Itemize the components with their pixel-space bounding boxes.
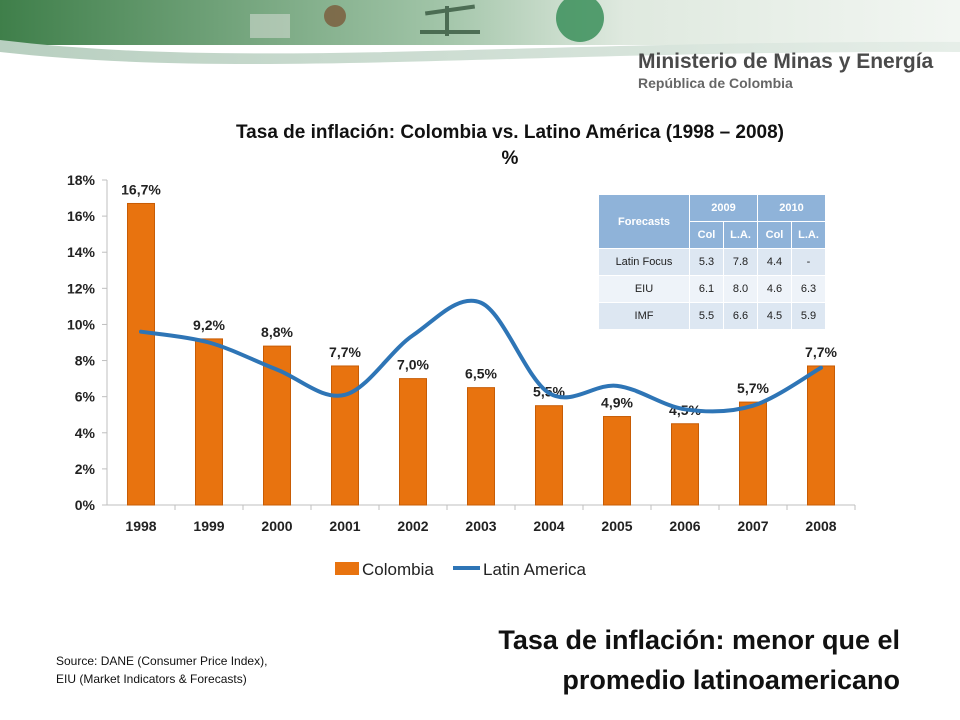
table-cell: 6.1 xyxy=(689,275,724,303)
bar-label-2002: 7,0% xyxy=(397,357,429,373)
bar-label-2007: 5,7% xyxy=(737,380,769,396)
source-note: Source: DANE (Consumer Price Index), EIU… xyxy=(56,652,267,688)
source-line1: Source: DANE (Consumer Price Index), xyxy=(56,654,268,668)
row-label: Latin Focus xyxy=(598,248,690,276)
bar-2006 xyxy=(671,423,699,506)
table-row: EIU 6.1 8.0 4.6 6.3 xyxy=(598,275,826,303)
bar-label-2005: 4,9% xyxy=(601,395,633,411)
table-cell: 8.0 xyxy=(723,275,758,303)
latin-america-line xyxy=(139,298,823,414)
y-tick-label: 8% xyxy=(75,353,96,369)
x-tick-label-2008: 2008 xyxy=(805,518,836,534)
table-cell: 4.5 xyxy=(757,302,792,330)
subheader-la: L.A. xyxy=(723,221,758,249)
table-cell: 6.6 xyxy=(723,302,758,330)
subheader-la: L.A. xyxy=(791,221,826,249)
ministry-name: Ministerio de Minas y Energía xyxy=(638,50,934,73)
globe-icon xyxy=(556,0,604,42)
table-cell: 5.9 xyxy=(791,302,826,330)
country-name: República de Colombia xyxy=(638,75,793,91)
x-tick-label-2005: 2005 xyxy=(601,518,632,534)
x-tick-label-2000: 2000 xyxy=(261,518,292,534)
x-tick-label-1998: 1998 xyxy=(125,518,156,534)
x-tick-label-2003: 2003 xyxy=(465,518,496,534)
x-tick-label-2004: 2004 xyxy=(533,518,564,534)
y-tick-label: 18% xyxy=(67,172,96,188)
bar-2008 xyxy=(807,365,835,506)
table-cell: 7.8 xyxy=(723,248,758,276)
y-tick-label: 0% xyxy=(75,497,96,513)
worker-icon xyxy=(324,5,346,27)
inflation-chart: 0% 2% 4% 6% 8% 10% 12% 14% 16% 18% 1998 1999 2000 20… xyxy=(67,172,856,579)
y-tick-label: 12% xyxy=(67,280,96,296)
bar-2004 xyxy=(535,405,563,506)
chart-title-line1: Tasa de inflación: Colombia vs. Latino A… xyxy=(235,122,785,143)
x-axis: 1998 1999 2000 2001 2002 2003 2004 2005 2006 2007… xyxy=(125,505,856,534)
chart-title: Tasa de inflación: Colombia vs. Latino A… xyxy=(160,120,860,172)
bar-label-2000: 8,8% xyxy=(261,324,293,340)
headline: Tasa de inflación: menor que el promedio… xyxy=(380,620,900,700)
bar-2005 xyxy=(603,416,631,506)
table-cell: 5.3 xyxy=(689,248,724,276)
headline-line2: promedio latinoamericano xyxy=(562,665,900,695)
x-tick-label-2001: 2001 xyxy=(329,518,360,534)
table-row: IMF 5.5 6.6 4.5 5.9 xyxy=(598,302,826,330)
table-cell: 4.6 xyxy=(757,275,792,303)
x-tick-label-2002: 2002 xyxy=(397,518,428,534)
bar-1999 xyxy=(195,338,223,506)
legend-colombia-label: Colombia xyxy=(362,560,434,579)
headline-line1: Tasa de inflación: menor que el xyxy=(498,625,900,655)
row-label: EIU xyxy=(598,275,690,303)
forecast-table: Forecasts 2009 2010 Col L.A. Col L.A. La… xyxy=(598,194,826,330)
year-2009: 2009 xyxy=(689,194,758,222)
bar-label-1998: 16,7% xyxy=(121,181,161,197)
table-cell: 4.4 xyxy=(757,248,792,276)
oil-pump-icon xyxy=(420,4,480,36)
x-tick-label-2006: 2006 xyxy=(669,518,700,534)
y-tick-label: 16% xyxy=(67,208,96,224)
legend-colombia-swatch xyxy=(335,562,359,575)
table-cell: - xyxy=(791,248,826,276)
legend: Colombia Latin America xyxy=(335,560,587,579)
chart-title-line2: % xyxy=(501,148,519,169)
x-tick-label-2007: 2007 xyxy=(737,518,768,534)
bar-2007 xyxy=(739,401,767,506)
legend-latin-america-label: Latin America xyxy=(483,560,587,579)
table-header-row: Forecasts 2009 2010 xyxy=(598,194,826,249)
bar-2002 xyxy=(399,378,427,506)
y-tick-label: 6% xyxy=(75,389,96,405)
bar-label-2008: 7,7% xyxy=(805,344,837,360)
x-tick-label-1999: 1999 xyxy=(193,518,224,534)
y-tick-label: 2% xyxy=(75,461,96,477)
source-line2: EIU (Market Indicators & Forecasts) xyxy=(56,672,247,686)
bar-label-1999: 9,2% xyxy=(193,317,225,333)
bar-2003 xyxy=(467,387,495,506)
y-tick-label: 14% xyxy=(67,244,96,260)
subheader-col: Col xyxy=(757,221,792,249)
banner-graphic: Ministerio de Minas y Energía República … xyxy=(0,0,960,100)
bar-2001 xyxy=(331,365,359,506)
table-cell: 6.3 xyxy=(791,275,826,303)
subheader-col: Col xyxy=(689,221,724,249)
table-corner: Forecasts xyxy=(598,194,690,249)
table-row: Latin Focus 5.3 7.8 4.4 - xyxy=(598,248,826,276)
colombia-bars xyxy=(127,202,835,506)
tower-icon xyxy=(250,14,290,38)
table-subheader-row: Col L.A. Col L.A. xyxy=(599,221,826,249)
row-label: IMF xyxy=(598,302,690,330)
bar-value-labels: 16,7%9,2% 8,8%7,7%7,0%6,5%5,5%4,9% 4,5%5,7… xyxy=(121,181,837,417)
y-tick-label: 4% xyxy=(75,425,96,441)
year-2010: 2010 xyxy=(757,194,826,222)
y-tick-label: 10% xyxy=(67,316,96,332)
bar-label-2001: 7,7% xyxy=(329,344,361,360)
header-banner: Ministerio de Minas y Energía República … xyxy=(0,0,960,100)
table-cell: 5.5 xyxy=(689,302,724,330)
bar-label-2003: 6,5% xyxy=(465,366,497,382)
bar-1998 xyxy=(127,202,155,506)
